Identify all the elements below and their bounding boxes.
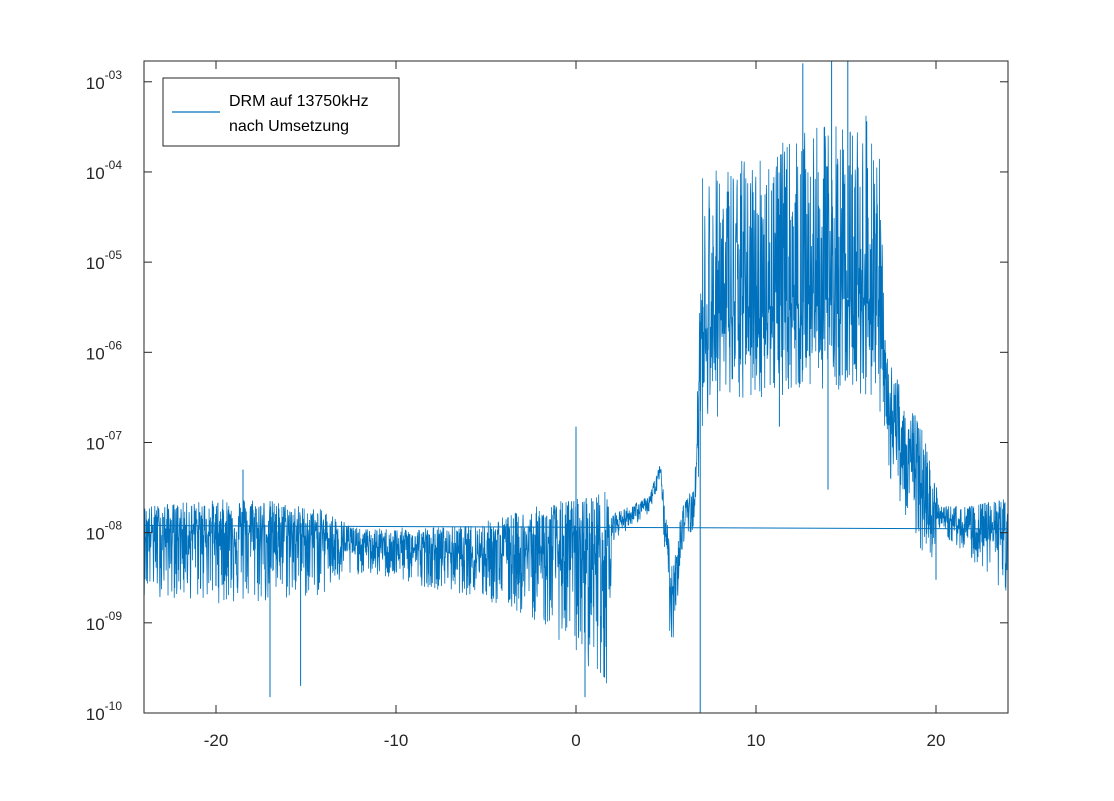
x-tick-label-2: 0	[571, 731, 580, 750]
x-tick-label-0: -20	[204, 731, 229, 750]
legend: DRM auf 13750kHz nach Umsetzung	[162, 77, 400, 147]
y-tick-label-3: 10-07	[86, 428, 123, 453]
series-layer	[143, 61, 1009, 713]
y-tick-label-0: 10-10	[86, 699, 123, 724]
x-tick-label-4: 20	[927, 731, 946, 750]
y-tick-label-4: 10-06	[86, 338, 123, 363]
x-axis-ticks: -20 -10 0 10 20	[204, 61, 946, 750]
x-tick-label-3: 10	[747, 731, 766, 750]
y-tick-label-7: 10-03	[86, 68, 123, 93]
legend-entry-line-1: DRM auf 13750kHz	[229, 93, 369, 110]
x-tick-label-1: -10	[384, 731, 409, 750]
y-tick-label-2: 10-08	[86, 519, 123, 544]
y-tick-label-6: 10-04	[86, 158, 123, 183]
y-tick-label-1: 10-09	[86, 609, 123, 634]
legend-entry-line-2: nach Umsetzung	[229, 118, 349, 135]
y-tick-label-5: 10-05	[86, 248, 123, 273]
